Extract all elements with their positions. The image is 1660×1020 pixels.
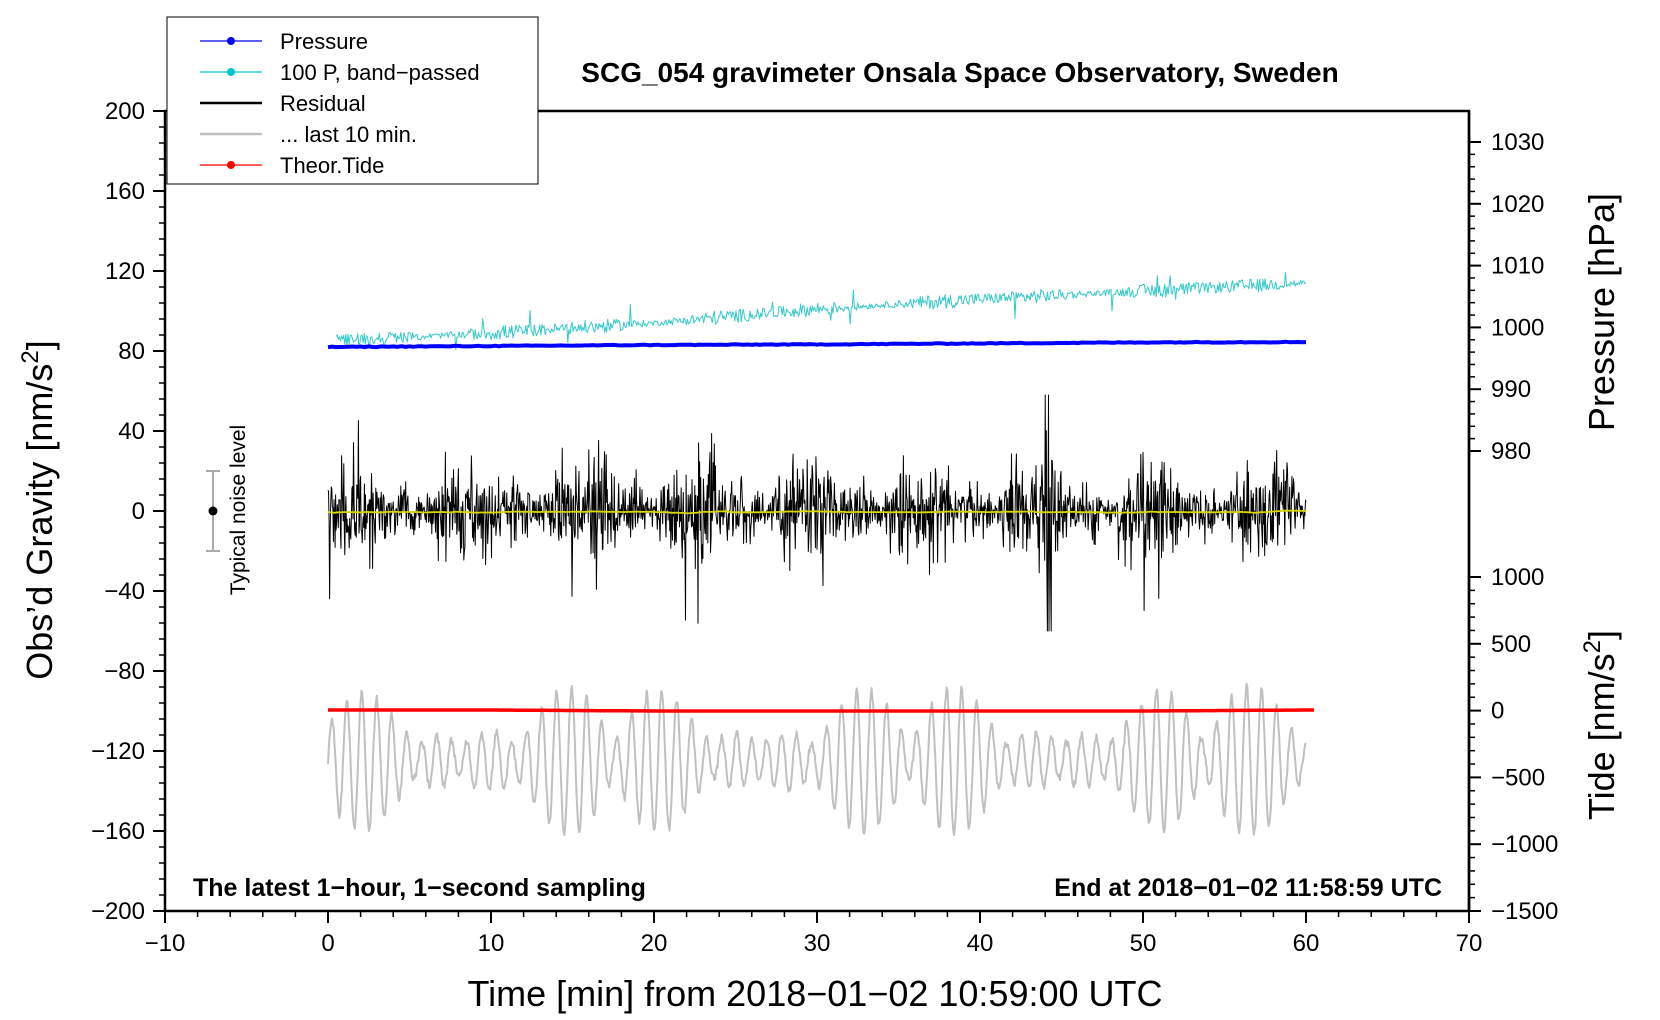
y-tick-label: 80 (118, 338, 145, 365)
y-tick-label: −40 (104, 578, 145, 605)
series-residual-smoothed (327, 509, 1307, 515)
series-residual (327, 394, 1307, 632)
tide-tick-label: 500 (1491, 631, 1531, 658)
y-axis-label-left-main: Obs’d Gravity [nm/s (19, 364, 60, 680)
legend: Pressure 100 P, band−passed Residual ... la… (166, 16, 539, 185)
y-tick-label: 200 (105, 98, 145, 125)
legend-box (166, 16, 539, 185)
tide-tick-label: −1500 (1491, 898, 1558, 925)
legend-label: 100 P, band−passed (280, 60, 480, 85)
x-tick-label: 20 (641, 930, 668, 957)
tide-axis-label: Tide [nm/s2] (1579, 630, 1622, 820)
y-axis-label-left-end: ] (19, 340, 60, 350)
series-pressure-bandpassed (335, 272, 1307, 351)
y-tick-label: −160 (91, 818, 145, 845)
series-layer (327, 272, 1315, 837)
y-tick-label: 120 (105, 258, 145, 285)
y-tick-label: 0 (132, 498, 145, 525)
series-theor-tide (328, 708, 1315, 713)
noise-label: Typical noise level (227, 425, 250, 595)
chart-title: SCG_054 gravimeter Onsala Space Observat… (581, 57, 1338, 88)
annotation-right: End at 2018−01−02 11:58:59 UTC (1054, 874, 1442, 902)
y-axis-label-left: Obs’d Gravity [nm/s2] (17, 340, 60, 679)
legend-marker (227, 37, 235, 45)
annotation-left: The latest 1−hour, 1−second sampling (193, 874, 646, 902)
x-tick-label: 70 (1456, 930, 1483, 957)
noise-indicator: Typical noise level (206, 425, 250, 595)
y-tick-label: 40 (118, 418, 145, 445)
x-tick-label: 10 (478, 930, 505, 957)
ticks-layer: −10 0 10 20 30 40 50 60 7020016012080400−40−80−1… (91, 98, 1558, 957)
legend-marker (227, 68, 235, 76)
pressure-tick-label: 990 (1491, 376, 1531, 403)
pressure-tick-label: 1000 (1491, 314, 1544, 341)
y-tick-label: −200 (91, 898, 145, 925)
pressure-tick-label: 1020 (1491, 191, 1544, 218)
tide-tick-label: 0 (1491, 698, 1504, 725)
x-tick-label: −10 (145, 930, 186, 957)
legend-label: Pressure (280, 29, 368, 54)
x-tick-label: 30 (804, 930, 831, 957)
series-pressure (327, 339, 1307, 350)
noise-bar-center (208, 506, 218, 516)
tide-axis-label-end: ] (1581, 630, 1622, 640)
tide-axis-label-sup: 2 (1579, 640, 1606, 653)
y-tick-label: −120 (91, 738, 145, 765)
pressure-axis-label: Pressure [hPa] (1581, 193, 1622, 431)
x-tick-label: 40 (967, 930, 994, 957)
legend-marker (227, 161, 235, 169)
tide-axis-label-main: Tide [nm/s (1581, 653, 1622, 820)
x-tick-label: 50 (1130, 930, 1157, 957)
y-tick-label: −80 (104, 658, 145, 685)
x-axis-label: Time [min] from 2018−01−02 10:59:00 UTC (467, 973, 1162, 1014)
tide-tick-label: 1000 (1491, 564, 1544, 591)
tide-tick-label: −500 (1491, 764, 1545, 791)
x-tick-label: 60 (1293, 930, 1320, 957)
legend-label: Residual (280, 91, 366, 116)
legend-label: Theor.Tide (280, 153, 384, 178)
y-tick-label: 160 (105, 178, 145, 205)
tide-tick-label: −1000 (1491, 831, 1558, 858)
pressure-tick-label: 1010 (1491, 253, 1544, 280)
pressure-tick-label: 980 (1491, 438, 1531, 465)
x-tick-label: 0 (321, 930, 334, 957)
y-axis-label-left-sup: 2 (17, 350, 44, 363)
pressure-tick-label: 1030 (1491, 129, 1544, 156)
legend-label: ... last 10 min. (280, 122, 417, 147)
series-last-10-min (327, 682, 1307, 837)
